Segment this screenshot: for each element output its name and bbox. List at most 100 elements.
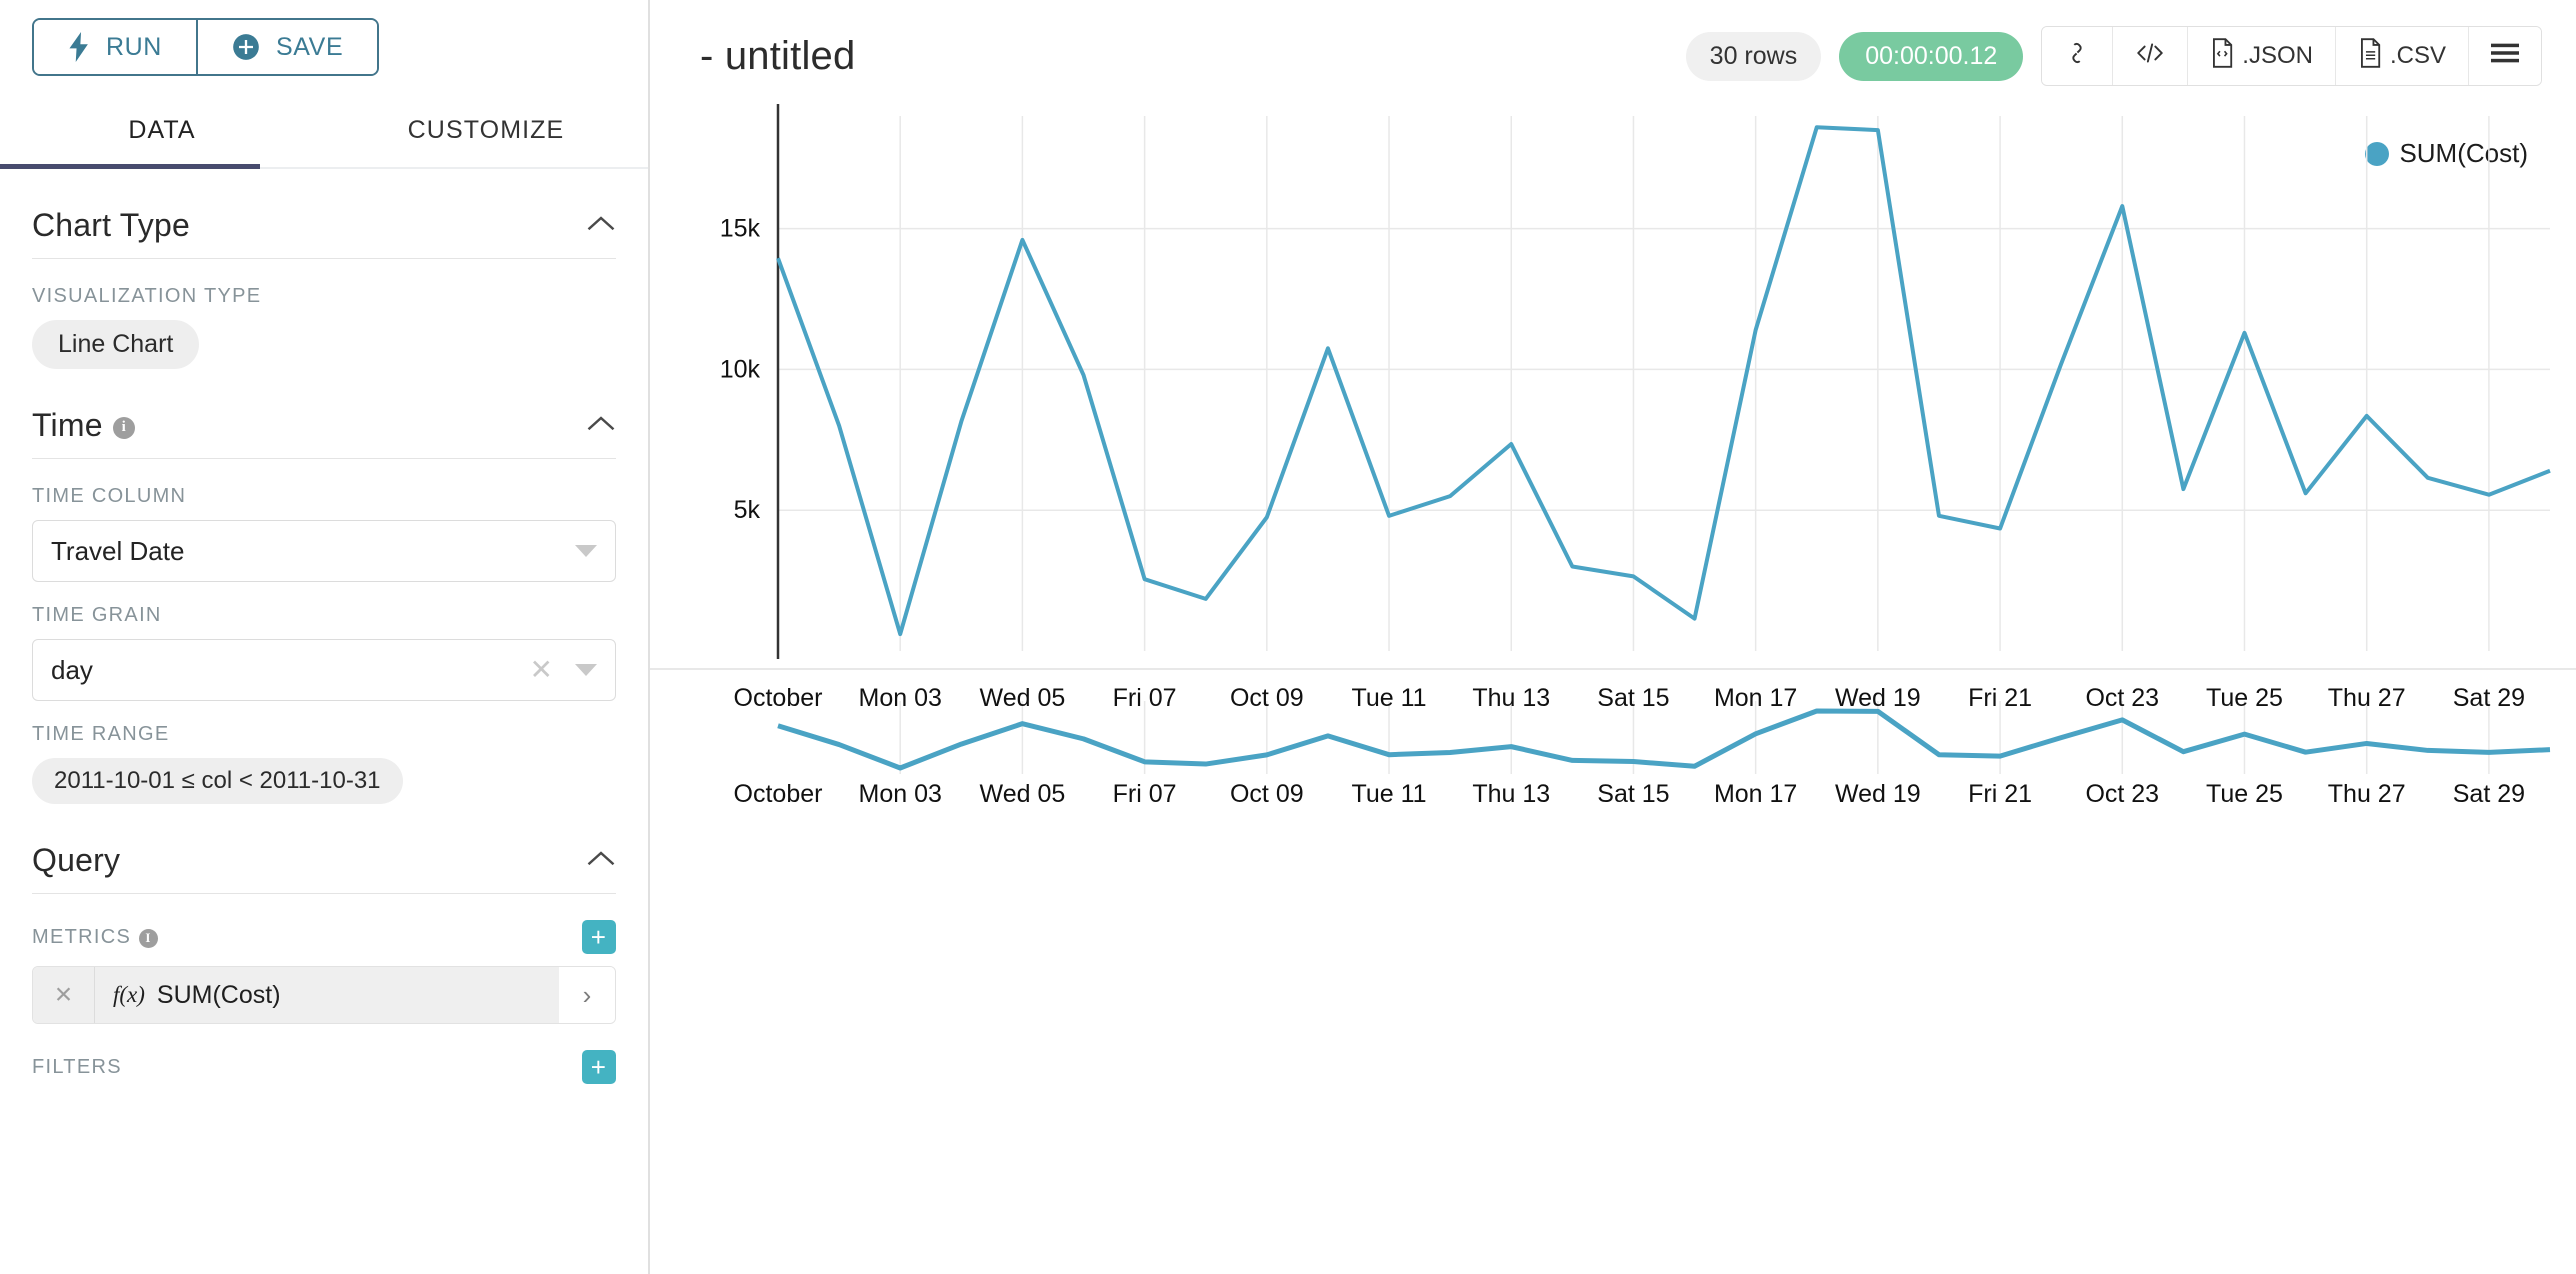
add-metric-button[interactable]: + xyxy=(582,920,616,954)
row-count-badge: 30 rows xyxy=(1685,31,1822,81)
brush-x-axis-tick-label: Oct 23 xyxy=(2085,780,2159,808)
section-time: Time i xyxy=(0,369,648,459)
active-tab-indicator xyxy=(0,164,260,169)
chevron-down-icon[interactable] xyxy=(575,664,597,676)
time-column-select[interactable]: Travel Date xyxy=(32,520,616,582)
chevron-up-icon[interactable] xyxy=(586,214,616,237)
brush-x-axis-tick-label: Sat 29 xyxy=(2453,780,2525,808)
section-time-header[interactable]: Time i xyxy=(32,369,616,459)
chart-legend[interactable]: SUM(Cost) xyxy=(2365,138,2528,169)
control-filters: FILTERS + xyxy=(0,1024,648,1084)
section-query: Query xyxy=(0,804,648,894)
metrics-label-row: METRICS i + xyxy=(32,920,616,954)
brush-x-axis-tick-label: Mon 17 xyxy=(1714,780,1797,808)
control-tabs: DATA CUSTOMIZE xyxy=(0,100,648,169)
y-axis-tick-label: 5k xyxy=(734,496,761,524)
brush-x-axis-tick-label: Fri 21 xyxy=(1968,780,2032,808)
section-time-title: Time xyxy=(32,407,103,443)
run-button[interactable]: RUN xyxy=(34,20,196,74)
section-chart-type-header[interactable]: Chart Type xyxy=(32,169,616,259)
brush-x-axis-tick-label: Tue 25 xyxy=(2206,780,2283,808)
x-axis-tick-label: Mon 17 xyxy=(1714,684,1797,712)
remove-metric-icon[interactable]: × xyxy=(33,967,95,1023)
run-button-label: RUN xyxy=(106,32,162,61)
share-link-button[interactable] xyxy=(2042,27,2113,85)
metrics-label: METRICS xyxy=(32,925,132,948)
header-actions: 30 rows 00:00:00.12 xyxy=(1685,26,2542,86)
control-metrics: METRICS i + × f(x) SUM(Cost) › xyxy=(0,898,648,1024)
tab-customize[interactable]: CUSTOMIZE xyxy=(324,100,648,167)
page-title[interactable]: - untitled xyxy=(700,33,856,78)
x-axis-tick-label: Mon 03 xyxy=(859,684,942,712)
control-visualization-type: VISUALIZATION TYPE Line Chart xyxy=(0,263,648,369)
view-query-button[interactable] xyxy=(2112,27,2188,85)
time-grain-label: TIME GRAIN xyxy=(32,604,162,626)
link-icon xyxy=(2064,40,2090,73)
x-axis-tick-label: Tue 25 xyxy=(2206,684,2283,712)
x-axis-tick-label: Sat 15 xyxy=(1597,684,1669,712)
time-grain-select[interactable]: day ✕ xyxy=(32,639,616,701)
section-chart-type-title: Chart Type xyxy=(32,207,190,243)
chevron-up-icon[interactable] xyxy=(586,414,616,437)
function-icon: f(x) xyxy=(113,982,145,1007)
more-menu-button[interactable] xyxy=(2468,27,2541,85)
close-icon[interactable]: ✕ xyxy=(529,654,553,685)
chevron-down-icon[interactable] xyxy=(575,545,597,557)
x-axis-tick-label: Wed 05 xyxy=(980,684,1066,712)
brush-x-axis-tick-label: Mon 03 xyxy=(859,780,942,808)
y-axis-tick-label: 10k xyxy=(720,355,761,383)
y-axis-tick-label: 15k xyxy=(720,215,761,243)
chart-panel: - untitled 30 rows 00:00:00.12 xyxy=(650,0,2576,1274)
visualization-type-value[interactable]: Line Chart xyxy=(32,320,200,369)
chevron-right-icon[interactable]: › xyxy=(559,967,615,1023)
control-time-range: TIME RANGE 2011-10-01 ≤ col < 2011-10-31 xyxy=(0,701,648,804)
x-axis-tick-label: Oct 23 xyxy=(2085,684,2159,712)
chevron-up-icon[interactable] xyxy=(586,849,616,872)
brush-x-axis-tick-label: Thu 13 xyxy=(1472,780,1550,808)
section-query-title: Query xyxy=(32,842,121,878)
export-csv-label: .CSV xyxy=(2389,42,2446,69)
brush-x-axis-tick-label: Oct 09 xyxy=(1230,780,1304,808)
x-axis-tick-label: Fri 21 xyxy=(1968,684,2032,712)
section-query-header[interactable]: Query xyxy=(32,804,616,894)
export-json-label: .JSON xyxy=(2242,42,2313,69)
brush-x-axis-tick-label: Wed 05 xyxy=(980,780,1066,808)
brush-series-line[interactable] xyxy=(777,708,2551,771)
x-axis-tick-label: Oct 09 xyxy=(1230,684,1304,712)
info-icon[interactable]: i xyxy=(112,416,135,439)
brush-x-axis-tick-label: Fri 07 xyxy=(1113,780,1177,808)
plus-circle-icon xyxy=(232,33,260,61)
time-column-value: Travel Date xyxy=(51,535,185,566)
query-duration-badge: 00:00:00.12 xyxy=(1839,31,2024,81)
save-button[interactable]: SAVE xyxy=(195,20,378,74)
save-button-label: SAVE xyxy=(275,32,344,61)
chart-action-button-group: .JSON .CSV xyxy=(2041,26,2542,86)
filters-label-row: FILTERS + xyxy=(32,1050,616,1084)
brush-x-axis-tick-label: Thu 27 xyxy=(2328,780,2406,808)
series-line-sum-cost[interactable] xyxy=(776,125,2551,637)
time-range-value[interactable]: 2011-10-01 ≤ col < 2011-10-31 xyxy=(32,758,403,804)
controls-scroll-area[interactable]: Chart Type VISUALIZATION TYPE Line Chart… xyxy=(0,169,648,1274)
code-icon xyxy=(2135,40,2165,73)
info-icon[interactable]: i xyxy=(139,928,159,948)
brush-x-axis-tick-label: Sat 15 xyxy=(1597,780,1669,808)
metric-item[interactable]: × f(x) SUM(Cost) › xyxy=(32,966,616,1024)
filters-label: FILTERS xyxy=(32,1055,122,1078)
add-filter-button[interactable]: + xyxy=(582,1050,616,1084)
tab-data[interactable]: DATA xyxy=(0,100,324,167)
visualization-type-label: VISUALIZATION TYPE xyxy=(32,285,262,307)
bolt-icon xyxy=(68,32,90,62)
tab-data-label: DATA xyxy=(128,116,196,144)
action-bar: RUN SAVE xyxy=(0,0,648,90)
brush-x-axis-tick-label: Tue 11 xyxy=(1352,780,1427,808)
chart-plot-area[interactable]: 5k 10k 15k October Mon 03 Wed 05 Fri 07 Oct 09 T… xyxy=(650,96,2576,1274)
x-axis-tick-label: Thu 27 xyxy=(2328,684,2406,712)
x-axis-tick-label: Fri 07 xyxy=(1113,684,1177,712)
time-column-label: TIME COLUMN xyxy=(32,485,187,507)
x-axis-tick-label: October xyxy=(734,684,823,712)
line-chart-svg[interactable]: 5k 10k 15k October Mon 03 Wed 05 Fri 07 Oct 09 T… xyxy=(650,96,2576,1274)
metric-text: SUM(Cost) xyxy=(156,980,281,1009)
export-json-button[interactable]: .JSON xyxy=(2187,27,2335,85)
export-csv-button[interactable]: .CSV xyxy=(2334,27,2468,85)
